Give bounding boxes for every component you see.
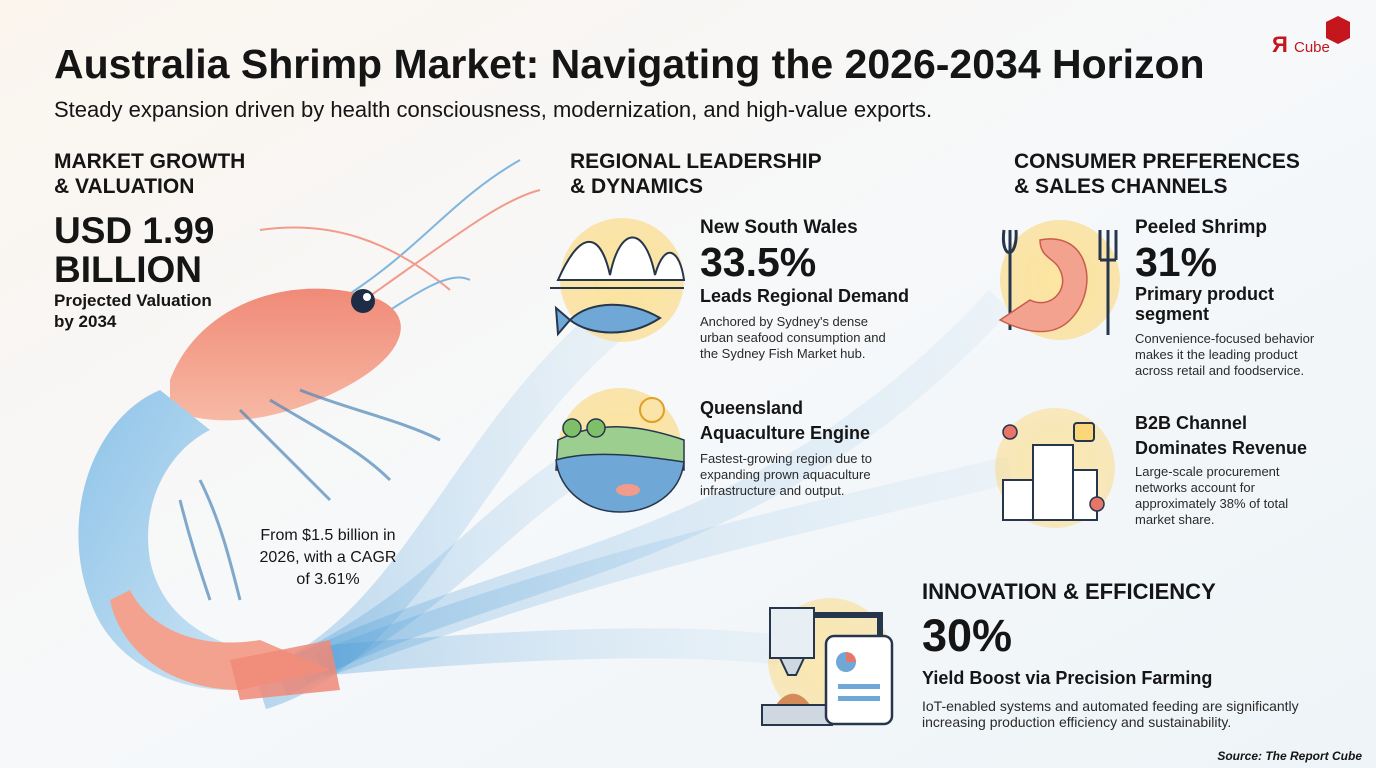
item-text: across retail and foodservice. xyxy=(1135,363,1304,378)
item-name: Queensland xyxy=(700,398,803,418)
item-name: New South Wales xyxy=(700,217,858,238)
item-label: Primary product xyxy=(1135,284,1274,304)
item-name: Peeled Shrimp xyxy=(1135,217,1267,238)
subtitle: Steady expansion driven by health consci… xyxy=(54,97,932,122)
item-text: Anchored by Sydney's dense xyxy=(700,314,868,329)
section-heading: MARKET GROWTH xyxy=(54,150,245,173)
item-text: expanding prown aquaculture xyxy=(700,467,871,482)
value-label: by 2034 xyxy=(54,312,117,331)
value-label: Projected Valuation xyxy=(54,291,212,310)
note: From $1.5 billion in xyxy=(260,527,395,544)
section-heading: & DYNAMICS xyxy=(570,175,703,198)
logo-text: Cube xyxy=(1294,39,1330,56)
section-heading: REGIONAL LEADERSHIP xyxy=(570,150,822,173)
note: of 3.61% xyxy=(296,571,359,588)
big-value: USD 1.99 xyxy=(54,210,214,251)
item-name: Aquaculture Engine xyxy=(700,423,870,443)
item-label: Leads Regional Demand xyxy=(700,286,909,306)
nsw-icon xyxy=(550,218,686,342)
peeled-shrimp-icon xyxy=(998,220,1120,340)
item-text: Convenience-focused behavior xyxy=(1135,331,1315,346)
item-text: IoT-enabled systems and automated feedin… xyxy=(922,698,1299,714)
title: Australia Shrimp Market: Navigating the … xyxy=(54,41,1205,87)
queensland-icon xyxy=(555,388,685,513)
section-heading: CONSUMER PREFERENCES xyxy=(1014,150,1300,173)
item-name: B2B Channel xyxy=(1135,413,1247,433)
shrimp-illustration xyxy=(78,159,541,700)
item-text: makes it the leading product xyxy=(1135,347,1298,362)
item-text: Fastest-growing region due to xyxy=(700,451,872,466)
source: Source: The Report Cube xyxy=(1217,749,1362,763)
logo: Я Cube xyxy=(1272,16,1350,57)
section-heading: & VALUATION xyxy=(54,175,194,198)
item-text: urban seafood consumption and xyxy=(700,330,886,345)
item-name: Dominates Revenue xyxy=(1135,438,1307,458)
item-text: increasing production efficiency and sus… xyxy=(922,714,1231,730)
item-text: market share. xyxy=(1135,512,1214,527)
item-text: the Sydney Fish Market hub. xyxy=(700,346,865,361)
section-heading: & SALES CHANNELS xyxy=(1014,175,1228,198)
logo-mark: Я xyxy=(1272,32,1288,57)
note: 2026, with a CAGR xyxy=(260,549,397,566)
item-text: networks account for xyxy=(1135,480,1256,495)
innovation-icon xyxy=(761,598,894,726)
section-heading: INNOVATION & EFFICIENCY xyxy=(922,579,1216,604)
big-value: BILLION xyxy=(54,249,202,290)
item-value: 33.5% xyxy=(700,239,816,285)
b2b-icon xyxy=(995,408,1115,528)
item-label: Yield Boost via Precision Farming xyxy=(922,668,1212,688)
item-text: Large-scale procurement xyxy=(1135,464,1280,479)
item-text: infrastructure and output. xyxy=(700,483,845,498)
item-value: 30% xyxy=(922,610,1012,661)
item-label: segment xyxy=(1135,304,1209,324)
item-value: 31% xyxy=(1135,239,1217,285)
item-text: approximately 38% of total xyxy=(1135,496,1288,511)
